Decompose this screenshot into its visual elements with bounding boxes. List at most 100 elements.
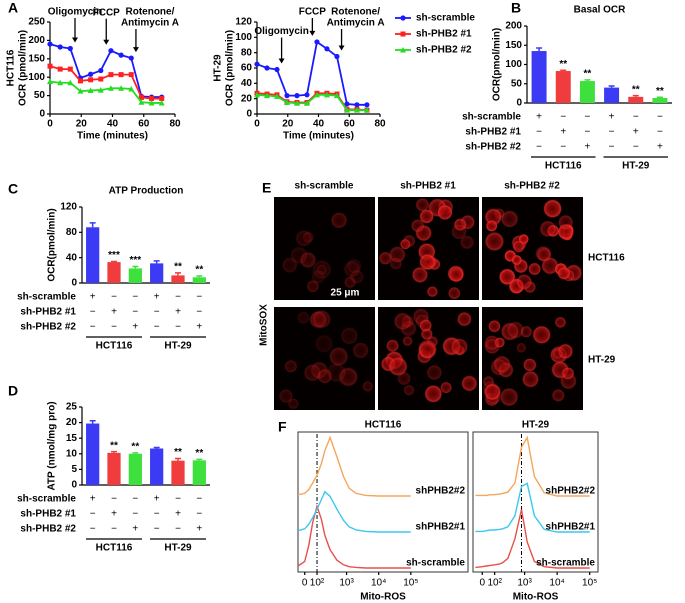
marker: [98, 76, 104, 82]
y-tick-label: 40: [66, 252, 78, 263]
condition-sign: −: [196, 509, 202, 520]
density-curve: [297, 490, 411, 533]
cell: [506, 321, 525, 339]
marker: [88, 77, 94, 83]
y-tick-label: 60: [241, 63, 253, 74]
marker: [159, 96, 165, 102]
condition-sign: +: [90, 292, 96, 303]
cell: [419, 319, 433, 333]
condition-sign: +: [175, 509, 181, 520]
significance-label: **: [632, 84, 640, 95]
marker: [363, 107, 370, 113]
chart-title: ATP Production: [109, 186, 184, 197]
x-tick-label: 60: [344, 119, 356, 130]
curve-label: sh-scramble: [406, 558, 465, 569]
marker: [77, 78, 83, 84]
annotation-label: Rotenone/: [125, 7, 174, 18]
cell: [424, 384, 443, 403]
condition-sign: −: [132, 292, 138, 303]
condition-sign: +: [196, 524, 202, 535]
annotation-label: Oligomycin: [254, 26, 308, 37]
x-tick-label: 10³: [517, 578, 532, 589]
error-bar: [132, 265, 139, 269]
marker: [128, 72, 134, 78]
y-tick-label: 100: [28, 72, 45, 83]
error-bar: [560, 69, 567, 72]
marker: [323, 91, 330, 98]
marker: [57, 44, 63, 50]
annotation-label: Antimycin A: [121, 18, 179, 29]
condition-sign: −: [175, 292, 181, 303]
marker: [333, 92, 340, 99]
marker: [77, 88, 84, 94]
panel-letter: E: [262, 180, 271, 196]
group-label: HT-29: [164, 543, 192, 554]
bar: [531, 51, 547, 103]
marker: [47, 78, 53, 85]
y-tick-label: 120: [235, 17, 252, 28]
group-label: HT-29: [164, 341, 192, 352]
marker: [314, 39, 320, 45]
condition-sign: −: [90, 524, 96, 535]
error-bar: [89, 419, 96, 424]
condition-sign: +: [132, 322, 138, 333]
error-bar: [656, 96, 663, 98]
cell-line-label: HT-29: [213, 54, 224, 82]
cell: [498, 268, 516, 286]
x-tick-label: 0: [254, 119, 260, 130]
y-tick-label: 150: [28, 53, 45, 64]
legend-label: sh-PHB2 #2: [416, 45, 472, 56]
y-tick-label: 25: [66, 402, 78, 413]
y-tick-label: 50: [511, 78, 523, 89]
marker: [364, 102, 370, 108]
plot-frame: [472, 431, 599, 573]
marker: [254, 61, 260, 67]
x-axis-label: Time (minutes): [283, 131, 354, 142]
cell: [551, 388, 565, 402]
condition-sign: −: [175, 524, 181, 535]
panel-letter: C: [8, 181, 18, 197]
error-bar: [132, 452, 139, 454]
condition-sign: −: [132, 509, 138, 520]
x-tick-label: 10⁵: [403, 578, 418, 589]
condition-sign: −: [154, 509, 160, 520]
y-tick-label: 0: [71, 480, 77, 491]
bar: [128, 268, 142, 283]
condition-sign: −: [111, 322, 117, 333]
cell: [488, 319, 501, 333]
condition-sign: −: [90, 307, 96, 318]
cell: [558, 214, 574, 230]
condition-sign: −: [560, 112, 566, 123]
y-tick-label: 10: [66, 448, 78, 459]
condition-sign: −: [657, 127, 663, 138]
row-label: sh-PHB2 #2: [20, 524, 76, 535]
y-tick-label: 0: [246, 109, 252, 120]
marker: [57, 79, 64, 86]
marker: [284, 93, 290, 99]
cell: [483, 383, 502, 401]
condition-sign: −: [196, 307, 202, 318]
arrow-head: [132, 47, 139, 53]
cell: [410, 218, 425, 233]
condition-sign: −: [560, 142, 566, 153]
stain-label: MitoSOX: [259, 304, 270, 346]
cell: [340, 326, 359, 345]
error-bar: [89, 222, 96, 228]
x-tick-label: 10⁵: [582, 578, 597, 589]
cell: [419, 208, 435, 224]
bar: [107, 262, 121, 283]
x-tick-label: 10³: [339, 578, 354, 589]
condition-sign: −: [132, 494, 138, 505]
cell: [450, 337, 469, 356]
condition-sign: −: [154, 307, 160, 318]
condition-sign: +: [584, 142, 590, 153]
scale-bar-label: 25 μm: [331, 288, 360, 299]
cell: [403, 384, 415, 396]
cell: [314, 334, 334, 354]
cell: [352, 342, 370, 359]
condition-sign: −: [90, 509, 96, 520]
row-label: HT-29: [588, 355, 616, 366]
group-label: HCT116: [96, 543, 133, 554]
x-axis-label: Time (minutes): [77, 131, 148, 142]
marker: [303, 100, 310, 106]
